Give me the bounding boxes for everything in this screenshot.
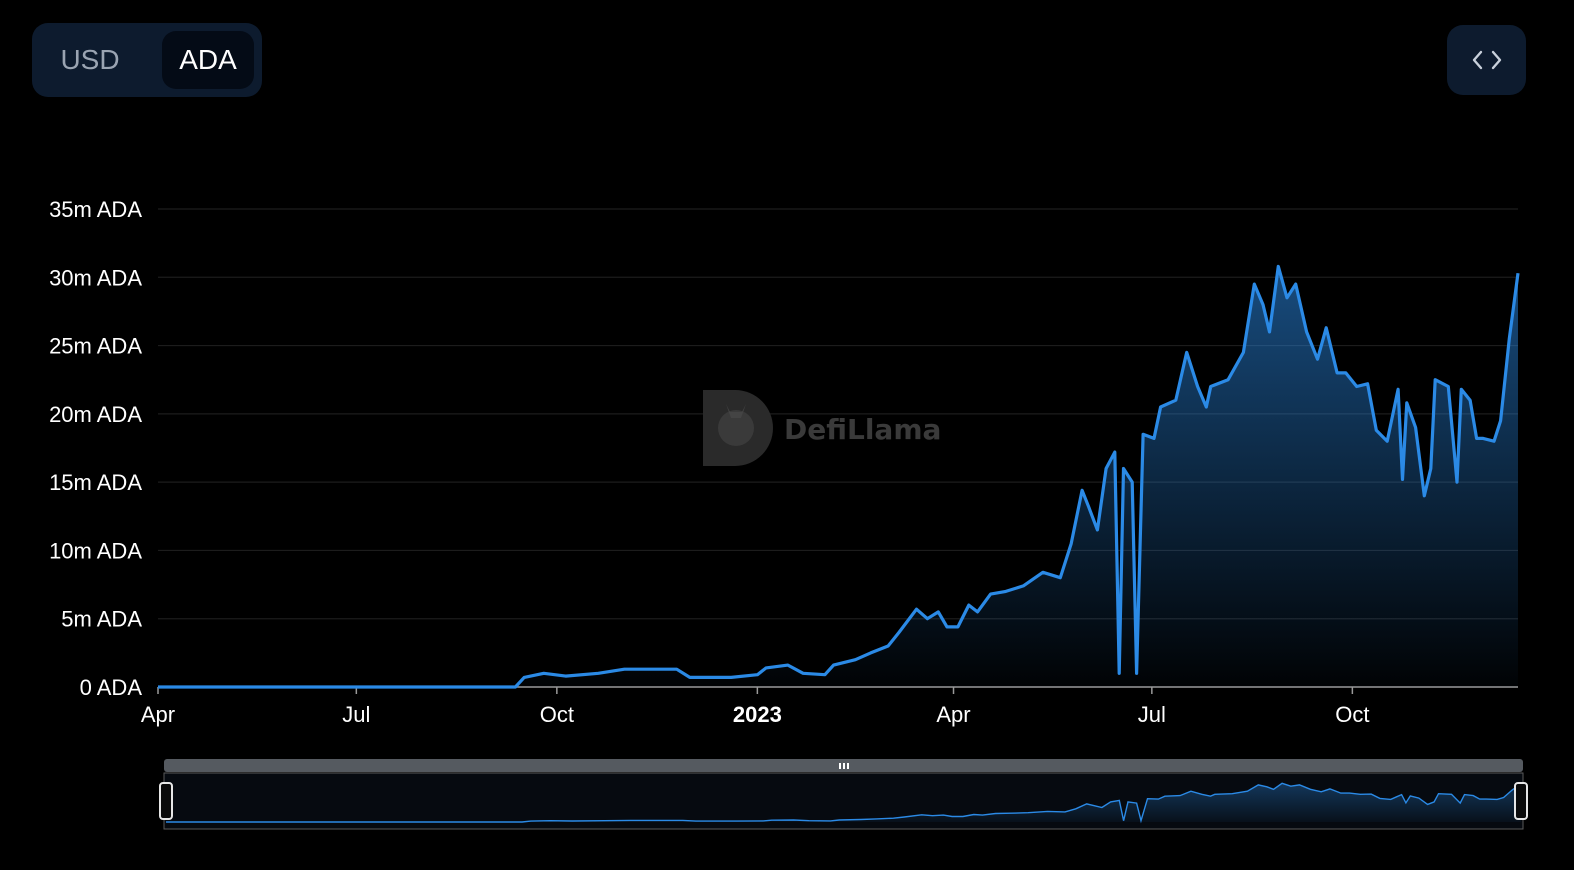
embed-button[interactable] [1447,25,1526,95]
y-tick-label: 0 ADA [80,675,143,700]
y-tick-label: 15m ADA [49,470,142,495]
x-tick-label: Oct [1335,702,1369,727]
x-tick-label: 2023 [733,702,782,727]
watermark-text: DefiLlama [784,413,941,446]
watermark: DefiLlama [703,390,941,466]
slider-handle-right[interactable] [1514,782,1528,820]
y-tick-label: 35m ADA [49,197,142,222]
x-tick-label: Apr [141,702,175,727]
slider-handle-left[interactable] [159,782,173,820]
slider-grip-icon [839,763,849,769]
series-area [158,266,1518,687]
ada-option[interactable]: ADA [162,31,254,89]
y-tick-label: 30m ADA [49,265,142,290]
slider-preview-line [166,782,1522,824]
x-tick-label: Apr [936,702,970,727]
y-tick-label: 20m ADA [49,402,142,427]
llama-logo-icon [703,390,773,466]
x-tick-label: Jul [1138,702,1166,727]
series-line [158,264,1520,689]
x-tick-label: Jul [342,702,370,727]
currency-toggle: USD ADA [32,23,262,97]
slider-preview-area [166,783,1521,822]
range-slider[interactable] [159,759,1528,830]
code-icon [1472,50,1502,70]
y-tick-label: 5m ADA [61,607,142,632]
x-tick-label: Oct [540,702,574,727]
y-tick-label: 10m ADA [49,538,142,563]
y-tick-label: 25m ADA [49,334,142,359]
y-axis: 0 ADA 5m ADA 10m ADA 15m ADA 20m ADA 25m ADA 3… [49,197,142,700]
usd-option[interactable]: USD [60,44,120,75]
x-axis: Apr Jul Oct 2023 Apr Jul Oct [141,686,1518,727]
